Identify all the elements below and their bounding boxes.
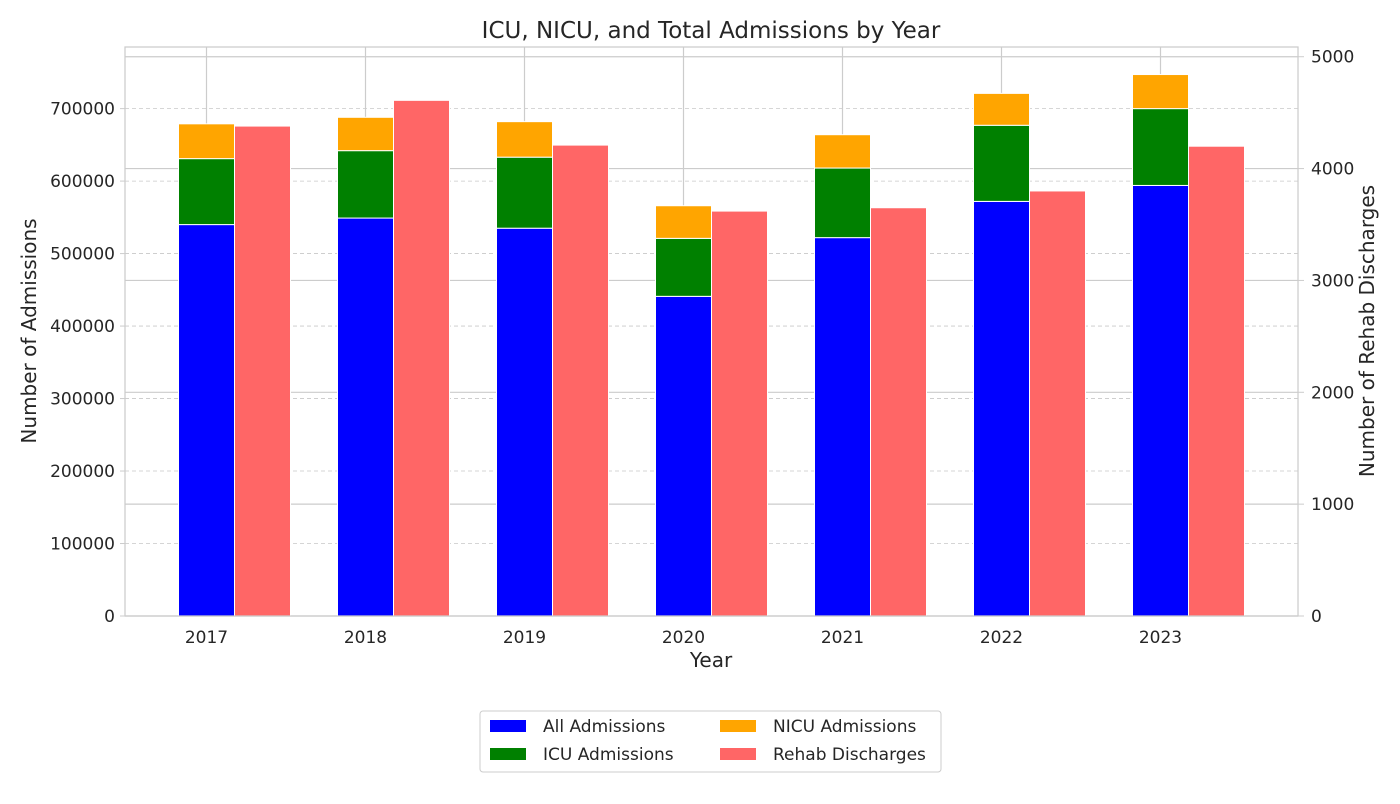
icu-admissions-bar — [655, 237, 712, 297]
y2-axis-title: Number of Rehab Discharges — [1355, 185, 1379, 477]
y-tick-label: 0 — [104, 607, 115, 627]
y-tick-label: 500000 — [50, 245, 115, 265]
y-tick-label: 200000 — [50, 462, 115, 482]
left-axis-ticks: 0 100000 200000 300000 400000 500000 600000 700… — [50, 100, 125, 627]
rehab-discharges-bar — [234, 125, 291, 617]
right-axis-ticks: 0 1000 2000 3000 4000 5000 — [1298, 48, 1354, 627]
nicu-admissions-bar — [1132, 74, 1189, 110]
all-admissions-bar — [1132, 184, 1189, 617]
legend-swatch — [720, 748, 756, 760]
x-tick-label: 2023 — [1139, 628, 1182, 648]
all-admissions-bar — [496, 227, 553, 617]
all-admissions-bar — [178, 224, 235, 617]
legend-label: All Admissions — [543, 717, 665, 737]
x-tick-label: 2021 — [821, 628, 864, 648]
bars-group — [178, 74, 1245, 617]
rehab-discharges-bar — [552, 144, 609, 617]
x-axis-ticks: 2017 2018 2019 2020 2021 2022 2023 — [185, 628, 1182, 648]
rehab-discharges-bar — [870, 207, 927, 617]
all-admissions-bar — [814, 237, 871, 617]
x-tick-label: 2019 — [503, 628, 546, 648]
icu-admissions-bar — [814, 167, 871, 239]
x-axis-title: Year — [689, 648, 733, 672]
icu-admissions-bar — [178, 158, 235, 226]
y2-tick-label: 4000 — [1311, 160, 1354, 180]
rehab-discharges-bar — [1188, 145, 1245, 617]
legend-label: Rehab Discharges — [773, 745, 926, 765]
nicu-admissions-bar — [496, 121, 553, 158]
y-tick-label: 400000 — [50, 317, 115, 337]
legend-swatch — [720, 720, 756, 732]
x-tick-label: 2018 — [344, 628, 387, 648]
legend-swatch — [490, 748, 526, 760]
y2-tick-label: 0 — [1311, 607, 1322, 627]
all-admissions-bar — [973, 200, 1030, 617]
nicu-admissions-bar — [814, 134, 871, 169]
legend-label: ICU Admissions — [543, 745, 674, 765]
legend-swatch — [490, 720, 526, 732]
icu-admissions-bar — [337, 150, 394, 219]
y-tick-label: 300000 — [50, 390, 115, 410]
legend-box — [479, 710, 942, 773]
x-tick-label: 2017 — [185, 628, 228, 648]
rehab-discharges-bar — [393, 99, 450, 617]
all-admissions-bar — [337, 217, 394, 617]
rehab-discharges-bar — [1029, 190, 1086, 617]
nicu-admissions-bar — [178, 123, 235, 160]
icu-admissions-bar — [496, 156, 553, 229]
y-axis-title: Number of Admissions — [17, 218, 41, 443]
y2-tick-label: 3000 — [1311, 271, 1354, 291]
rehab-discharges-bar — [711, 210, 768, 617]
icu-admissions-bar — [1132, 108, 1189, 186]
y-tick-label: 700000 — [50, 100, 115, 120]
y2-tick-label: 1000 — [1311, 495, 1354, 515]
legend-label: NICU Admissions — [773, 717, 916, 737]
x-tick-label: 2020 — [662, 628, 705, 648]
plot-frame — [124, 46, 1299, 617]
all-admissions-bar — [655, 295, 712, 617]
nicu-admissions-bar — [973, 92, 1030, 126]
legend: All Admissions NICU Admissions ICU Admissi… — [479, 710, 942, 773]
nicu-admissions-bar — [655, 205, 712, 239]
x-tick-label: 2022 — [980, 628, 1023, 648]
icu-admissions-bar — [973, 124, 1030, 202]
nicu-admissions-bar — [337, 116, 394, 152]
chart-title: ICU, NICU, and Total Admissions by Year — [482, 18, 941, 44]
y2-tick-label: 2000 — [1311, 383, 1354, 403]
y-tick-label: 100000 — [50, 535, 115, 555]
y2-tick-label: 5000 — [1311, 48, 1354, 68]
y-tick-label: 600000 — [50, 172, 115, 192]
